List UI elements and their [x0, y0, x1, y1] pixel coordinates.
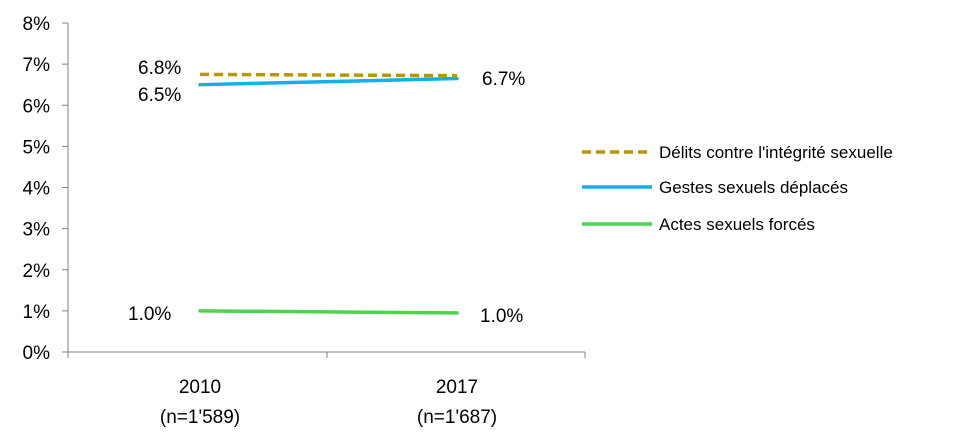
y-tick-label: 0%	[23, 343, 51, 364]
data-label: 1.0%	[480, 306, 523, 327]
data-label: 1.0%	[128, 304, 171, 325]
y-tick-label: 3%	[23, 220, 51, 241]
legend-label: Délits contre l'intégrité sexuelle	[659, 143, 893, 162]
data-label: 6.7%	[482, 69, 525, 90]
y-tick-label: 2%	[23, 261, 51, 282]
y-tick-label: 7%	[23, 55, 51, 76]
series-line-1	[198, 76, 459, 87]
y-tick-label: 1%	[23, 302, 51, 323]
y-tick-label: 5%	[23, 137, 51, 158]
series-line-2	[198, 309, 459, 315]
series-line-0	[199, 72, 458, 78]
x-category-label: 2010 (n=1'589)	[160, 377, 240, 428]
legend-label: Actes sexuels forcés	[659, 215, 815, 234]
data-label: 6.5%	[138, 85, 181, 106]
y-tick-label: 4%	[23, 179, 51, 200]
y-tick-label: 8%	[23, 14, 51, 35]
data-label: 6.8%	[138, 58, 181, 79]
y-tick-label: 6%	[23, 96, 51, 117]
x-category-label: 2017 (n=1'687)	[417, 377, 497, 428]
legend-label: Gestes sexuels déplacés	[659, 178, 848, 197]
